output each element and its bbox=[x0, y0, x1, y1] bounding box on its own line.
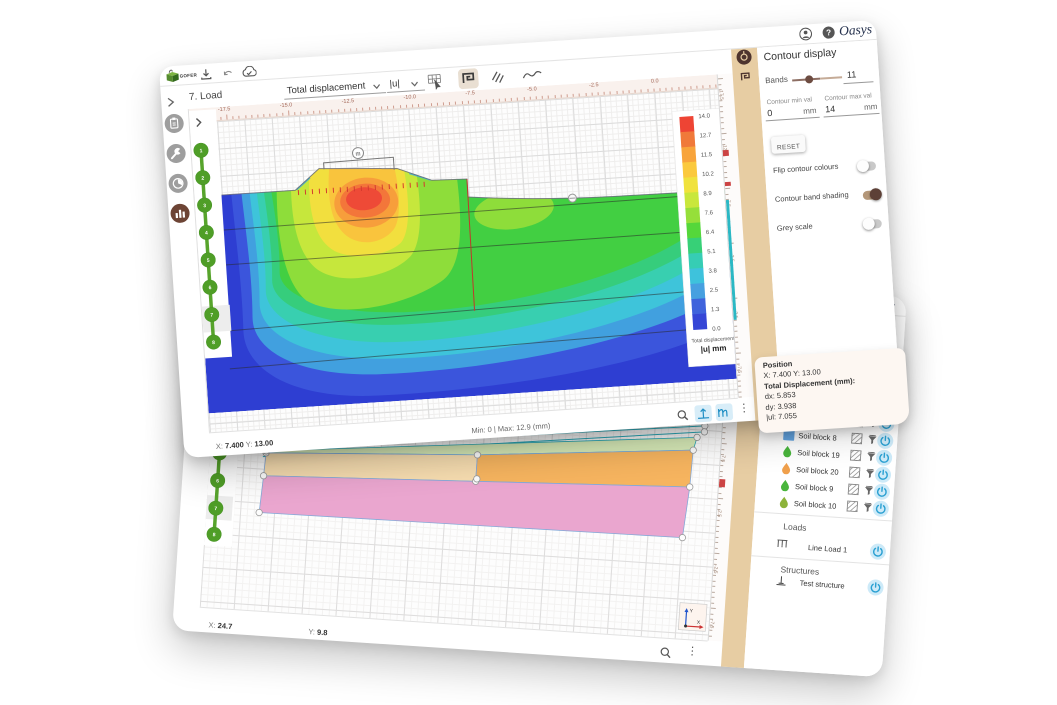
svg-text:12.7: 12.7 bbox=[699, 133, 712, 140]
svg-text:8: 8 bbox=[212, 340, 215, 346]
svg-text:7: 7 bbox=[210, 312, 213, 318]
svg-text:6.4: 6.4 bbox=[705, 230, 714, 237]
svg-text:X: X bbox=[697, 620, 701, 626]
svg-text:Y: Y bbox=[689, 608, 693, 614]
svg-text:1: 1 bbox=[199, 148, 202, 154]
svg-text:2.5: 2.5 bbox=[709, 288, 718, 295]
svg-text:0.0: 0.0 bbox=[712, 326, 721, 333]
svg-text:14.0: 14.0 bbox=[698, 113, 711, 120]
svg-text:5: 5 bbox=[206, 258, 209, 264]
svg-text:10.2: 10.2 bbox=[701, 171, 714, 178]
svg-text:?: ? bbox=[825, 27, 831, 37]
svg-text:8: 8 bbox=[212, 532, 215, 538]
svg-text:6: 6 bbox=[208, 285, 211, 291]
svg-text:11.5: 11.5 bbox=[700, 152, 712, 159]
svg-text:6: 6 bbox=[216, 478, 219, 484]
svg-text:m: m bbox=[355, 151, 360, 157]
svg-text:1.3: 1.3 bbox=[710, 307, 719, 314]
svg-text:7: 7 bbox=[214, 506, 217, 512]
svg-text:2: 2 bbox=[201, 176, 204, 182]
svg-text:|u| mm: |u| mm bbox=[700, 343, 726, 354]
svg-text:8.9: 8.9 bbox=[703, 191, 712, 198]
svg-text:3.8: 3.8 bbox=[708, 268, 717, 275]
svg-text:Total displacement: Total displacement bbox=[691, 336, 735, 345]
svg-text:4: 4 bbox=[204, 230, 207, 236]
svg-text:5.1: 5.1 bbox=[707, 249, 716, 256]
svg-text:3: 3 bbox=[203, 203, 206, 209]
svg-text:7.6: 7.6 bbox=[704, 210, 713, 217]
